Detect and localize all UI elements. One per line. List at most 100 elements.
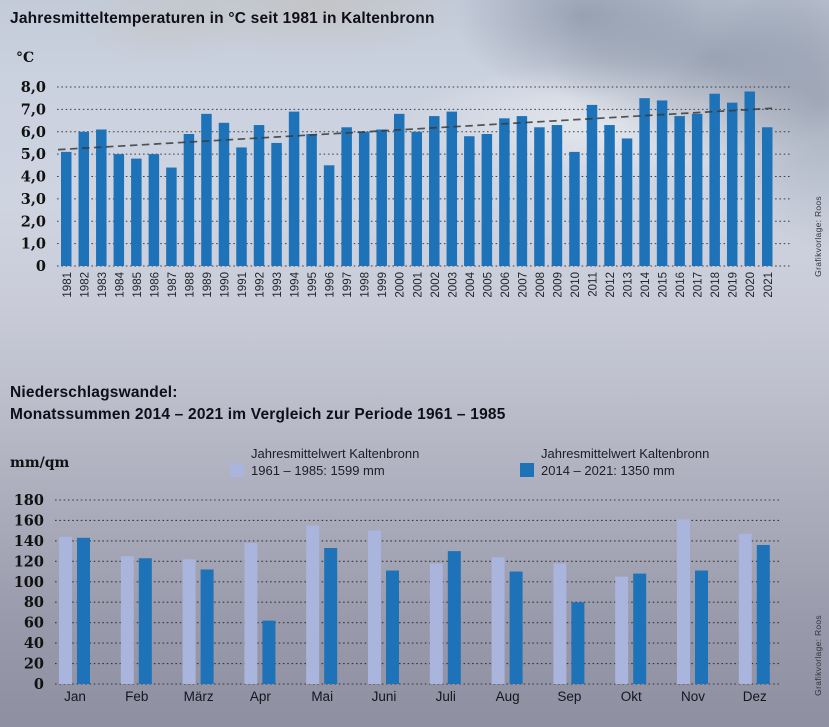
- temp-bar-2016: [674, 116, 685, 267]
- year-label-2012: 2012: [605, 272, 617, 298]
- legend-2014-line2: 2014 – 2021: 1350 mm: [541, 462, 675, 478]
- y-tick-7,0: 7,0: [21, 101, 46, 118]
- precip-bar-2014-2021-Apr: [262, 620, 276, 684]
- year-label-1995: 1995: [307, 272, 319, 298]
- temp-bar-2003: [446, 111, 458, 266]
- year-label-2015: 2015: [658, 272, 670, 298]
- year-label-1981: 1981: [62, 272, 74, 298]
- precipitation-grouped-bar-chart: 180 160 140 120 100 80 60 40 20 0 Jan Feb März Apr Mai…: [14, 492, 781, 704]
- temp-bar-1993: [271, 142, 282, 266]
- precip-bar-2014-2021-März: [200, 569, 214, 684]
- temp-bar-2008: [534, 127, 545, 267]
- year-label-2000: 2000: [395, 272, 407, 298]
- temp-bar-2013: [621, 138, 633, 266]
- temp-bar-1996: [323, 165, 335, 266]
- y-tick-20: 20: [24, 656, 44, 673]
- year-label-2018: 2018: [710, 272, 722, 298]
- month-label-Dez: Dez: [743, 689, 767, 704]
- precipitation-title-line2: Monatssummen 2014 – 2021 im Vergleich zu…: [10, 406, 506, 424]
- month-label-März: März: [184, 689, 214, 704]
- temp-bar-2002: [429, 116, 440, 267]
- temp-bar-2004: [464, 136, 475, 266]
- y-tick-80: 80: [24, 594, 44, 611]
- temp-bar-2017: [691, 113, 703, 266]
- temp-bar-2009: [551, 125, 563, 266]
- precip-bar-2014-2021-Mai: [324, 548, 338, 684]
- temp-bar-1997: [341, 127, 352, 267]
- year-label-2001: 2001: [412, 272, 424, 298]
- temp-bar-2020: [744, 91, 755, 266]
- legend-1961-line1: Jahresmittelwert Kaltenbronn: [251, 446, 420, 461]
- year-label-1999: 1999: [377, 272, 389, 298]
- temp-bar-1994: [288, 111, 300, 266]
- temp-bar-1989: [201, 113, 212, 266]
- y-tick-160: 160: [14, 512, 44, 529]
- precipitation-title-line1: Niederschlagswandel:: [10, 384, 178, 401]
- precip-bar-2014-2021-Juni: [386, 570, 399, 684]
- month-label-Juni: Juni: [372, 689, 397, 704]
- temp-bar-2011: [586, 104, 598, 267]
- temperature-bar-chart: 8,0 7,0 6,0 5,0 4,0 3,0 2,0 1,0 0 1981 1982 1983 198…: [21, 79, 792, 298]
- month-label-Jan: Jan: [64, 689, 86, 704]
- year-label-2014: 2014: [640, 271, 652, 297]
- legend-item-1961-1985: Jahresmittelwert Kaltenbronn 1961 – 1985…: [230, 446, 419, 480]
- precip-bar-1961-1985-Sep: [553, 563, 567, 684]
- temp-bar-1999: [376, 129, 387, 266]
- month-label-Sep: Sep: [557, 689, 581, 704]
- year-label-2013: 2013: [623, 272, 635, 298]
- month-label-Juli: Juli: [436, 689, 456, 704]
- legend-swatch-light-blue: [230, 462, 244, 477]
- temperature-y-axis-unit: °C: [16, 50, 35, 66]
- y-tick-180: 180: [14, 492, 44, 509]
- legend-label-1961-1985: Jahresmittelwert Kaltenbronn 1961 – 1985…: [251, 446, 419, 480]
- y-tick-6,0: 6,0: [21, 124, 46, 141]
- temp-bar-1992: [253, 125, 265, 266]
- precip-bar-2014-2021-Feb: [138, 558, 152, 684]
- legend-swatch-dark-blue: [520, 462, 534, 477]
- temp-bar-2018: [709, 93, 720, 267]
- month-label-Apr: Apr: [250, 689, 272, 704]
- month-label-Mai: Mai: [311, 689, 333, 704]
- temp-bar-2010: [569, 151, 580, 266]
- temperature-chart-title: Jahresmitteltemperaturen in °C seit 1981…: [10, 10, 435, 27]
- year-label-1988: 1988: [184, 272, 196, 298]
- temp-bar-2005: [481, 133, 493, 266]
- year-label-2021: 2021: [763, 272, 775, 298]
- precip-bar-2014-2021-Okt: [633, 573, 647, 684]
- temp-bar-2001: [411, 131, 422, 266]
- legend-2014-line1: Jahresmittelwert Kaltenbronn: [541, 446, 710, 461]
- temp-bar-1991: [236, 147, 247, 266]
- year-label-1992: 1992: [255, 272, 267, 298]
- year-label-2020: 2020: [745, 272, 757, 298]
- precip-bar-2014-2021-Sep: [571, 602, 585, 684]
- year-label-1990: 1990: [219, 272, 231, 298]
- y-tick-100: 100: [14, 574, 44, 591]
- temp-bar-2000: [393, 113, 405, 266]
- year-label-1993: 1993: [272, 272, 284, 298]
- year-label-2004: 2004: [465, 271, 477, 297]
- year-label-2008: 2008: [535, 272, 547, 298]
- year-label-2005: 2005: [482, 272, 494, 298]
- temp-bar-2015: [656, 100, 668, 266]
- year-label-2002: 2002: [430, 272, 442, 298]
- temp-bar-2014: [639, 98, 650, 266]
- y-tick-120: 120: [14, 553, 44, 570]
- year-label-2007: 2007: [517, 272, 529, 298]
- month-label-Nov: Nov: [681, 689, 705, 704]
- year-label-1983: 1983: [97, 272, 109, 298]
- credit-note-top: Grafikvorlage: Roos: [813, 196, 823, 277]
- temp-bar-1995: [306, 133, 317, 266]
- y-tick-5,0: 5,0: [21, 146, 46, 163]
- precip-bar-2014-2021-Dez: [756, 544, 770, 684]
- legend-label-2014-2021: Jahresmittelwert Kaltenbronn 2014 – 2021…: [541, 446, 709, 480]
- year-label-2003: 2003: [447, 272, 459, 298]
- year-label-1998: 1998: [360, 272, 372, 298]
- precip-bar-1961-1985-Nov: [677, 519, 690, 684]
- year-label-1987: 1987: [167, 272, 179, 298]
- temp-bar-1983: [96, 129, 107, 266]
- precip-bar-1961-1985-Okt: [615, 576, 629, 684]
- year-label-1985: 1985: [132, 272, 144, 298]
- precip-bar-1961-1985-Mai: [306, 525, 320, 684]
- precipitation-chart-title: Niederschlagswandel: Monatssummen 2014 –…: [10, 382, 506, 427]
